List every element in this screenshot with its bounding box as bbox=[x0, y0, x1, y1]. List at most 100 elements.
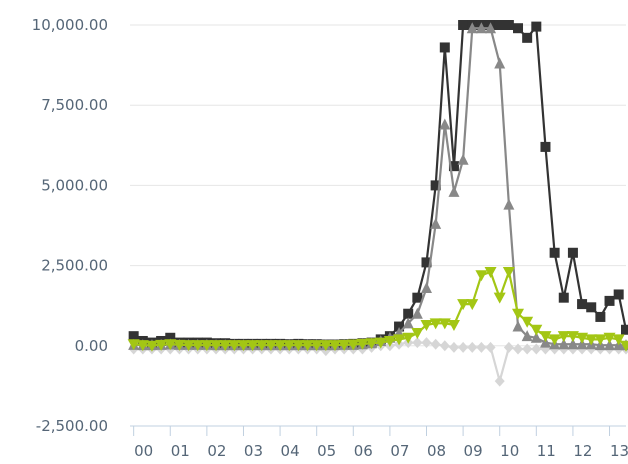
data-point bbox=[301, 340, 314, 352]
data-point bbox=[394, 321, 405, 332]
data-point bbox=[292, 340, 305, 352]
data-point bbox=[513, 343, 524, 355]
data-point bbox=[264, 340, 277, 352]
x-tick-label: 01 bbox=[171, 442, 190, 460]
series-3 bbox=[127, 267, 628, 352]
data-point bbox=[420, 319, 433, 331]
data-point bbox=[255, 340, 268, 352]
data-point bbox=[522, 343, 533, 355]
y-tick-label: -2,500.00 bbox=[36, 417, 108, 435]
data-point bbox=[328, 340, 341, 352]
x-tick-label: 05 bbox=[317, 442, 336, 460]
y-tick-label: 5,000.00 bbox=[41, 176, 108, 194]
data-point bbox=[558, 292, 569, 303]
data-point bbox=[476, 341, 487, 353]
data-point bbox=[127, 339, 140, 351]
data-point bbox=[457, 153, 469, 165]
data-point bbox=[503, 198, 515, 210]
data-point bbox=[522, 32, 533, 43]
data-point bbox=[485, 341, 496, 353]
x-tick-label: 02 bbox=[207, 442, 226, 460]
data-point bbox=[503, 341, 514, 353]
data-point bbox=[466, 299, 479, 311]
data-point bbox=[165, 332, 176, 343]
data-point bbox=[155, 339, 168, 351]
data-point bbox=[586, 302, 597, 313]
data-point bbox=[503, 20, 514, 30]
data-point bbox=[502, 267, 515, 279]
data-point bbox=[374, 337, 387, 349]
data-point bbox=[484, 267, 497, 279]
data-point bbox=[402, 332, 415, 344]
data-point bbox=[594, 334, 607, 346]
data-point bbox=[620, 340, 628, 352]
data-point bbox=[521, 316, 534, 328]
data-point bbox=[310, 340, 323, 352]
data-point bbox=[448, 185, 460, 197]
data-point bbox=[356, 338, 369, 350]
data-point bbox=[548, 334, 561, 346]
data-point bbox=[274, 340, 287, 352]
data-point bbox=[246, 340, 259, 352]
x-axis: 00 01 02 03 04 05 06 07 08 09 10 11 12 13 bbox=[130, 425, 628, 460]
data-point bbox=[621, 324, 628, 335]
data-point bbox=[439, 340, 450, 352]
data-point bbox=[540, 141, 551, 152]
data-point bbox=[136, 340, 149, 352]
data-point bbox=[467, 341, 478, 353]
data-point bbox=[512, 320, 524, 332]
data-point bbox=[567, 247, 578, 258]
data-point bbox=[530, 331, 542, 343]
data-point bbox=[530, 324, 543, 336]
x-tick-label: 07 bbox=[390, 442, 409, 460]
grid-lines bbox=[130, 24, 626, 347]
data-point bbox=[604, 295, 615, 306]
data-point bbox=[412, 337, 423, 349]
data-point bbox=[557, 331, 570, 343]
data-point bbox=[567, 338, 579, 350]
data-point bbox=[191, 340, 204, 352]
data-point bbox=[513, 23, 524, 34]
data-point bbox=[430, 338, 441, 350]
data-point bbox=[612, 334, 625, 346]
data-point bbox=[475, 270, 488, 282]
x-tick-label: 00 bbox=[134, 442, 153, 460]
data-point bbox=[576, 332, 589, 344]
x-tick-label: 12 bbox=[573, 442, 592, 460]
data-point bbox=[549, 247, 560, 258]
x-tick-label: 11 bbox=[537, 442, 556, 460]
data-point bbox=[429, 318, 442, 330]
data-point bbox=[603, 332, 616, 344]
data-point bbox=[494, 20, 505, 30]
data-point bbox=[539, 331, 552, 343]
data-point bbox=[421, 282, 433, 294]
data-point bbox=[458, 20, 469, 30]
data-point bbox=[173, 339, 186, 351]
x-tick-label: 13 bbox=[610, 442, 628, 460]
data-point bbox=[447, 319, 460, 331]
data-point bbox=[475, 22, 487, 34]
data-point bbox=[411, 307, 423, 319]
data-point bbox=[182, 340, 195, 352]
data-point bbox=[439, 118, 451, 130]
y-tick-label: 2,500.00 bbox=[41, 257, 108, 275]
data-point bbox=[585, 334, 598, 346]
series-line bbox=[133, 27, 626, 347]
data-point bbox=[438, 318, 451, 330]
data-point bbox=[613, 289, 624, 300]
data-point bbox=[448, 341, 459, 353]
data-point bbox=[466, 22, 478, 34]
data-point bbox=[210, 340, 223, 352]
data-point bbox=[412, 292, 423, 303]
data-point bbox=[145, 340, 158, 352]
data-point bbox=[448, 161, 459, 172]
y-tick-label: 7,500.00 bbox=[41, 96, 108, 114]
data-point bbox=[393, 334, 406, 346]
data-point bbox=[228, 340, 241, 352]
data-point bbox=[347, 339, 360, 351]
data-point bbox=[457, 299, 470, 311]
data-point bbox=[164, 339, 177, 351]
data-point bbox=[421, 337, 432, 349]
x-tick-label: 08 bbox=[427, 442, 446, 460]
